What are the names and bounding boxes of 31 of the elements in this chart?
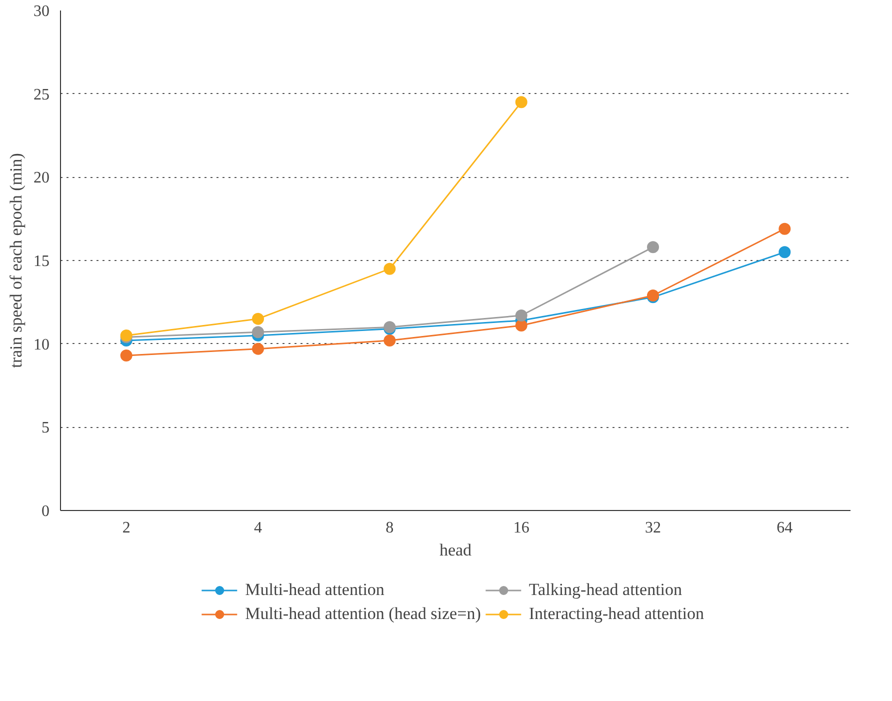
legend-label: Talking-head attention bbox=[528, 580, 684, 600]
point bbox=[384, 334, 396, 346]
point bbox=[647, 241, 659, 254]
x-tick-label: 2 bbox=[122, 520, 130, 536]
x-tick-label: 64 bbox=[776, 520, 793, 536]
point bbox=[252, 342, 264, 355]
y-tick-label: 15 bbox=[34, 253, 50, 270]
y-tick-label: 0 bbox=[42, 503, 50, 520]
point bbox=[515, 310, 528, 322]
x-tick-label: 8 bbox=[386, 520, 394, 536]
point bbox=[778, 246, 791, 258]
y-tick-label: 5 bbox=[42, 420, 50, 437]
x-tick-label: 16 bbox=[513, 520, 530, 536]
y-axis-title: train speed of each epoch (min) bbox=[6, 153, 26, 368]
x-tick-label: 32 bbox=[645, 520, 661, 536]
x-axis-title: head bbox=[439, 540, 472, 560]
point bbox=[252, 312, 264, 325]
point bbox=[120, 350, 132, 362]
point bbox=[515, 320, 528, 332]
legend-label: Interacting-head attention bbox=[528, 604, 705, 624]
y-tick-label: 30 bbox=[34, 3, 50, 20]
point bbox=[515, 96, 528, 108]
x-tick-label: 4 bbox=[254, 520, 262, 536]
point bbox=[252, 326, 264, 338]
legend-label: Multi-head attention bbox=[245, 580, 386, 600]
point bbox=[384, 262, 396, 275]
y-tick-label: 20 bbox=[34, 170, 50, 187]
legend-label: Multi-head attention (head size=n) bbox=[245, 604, 481, 624]
point bbox=[778, 222, 791, 235]
y-tick-label: 10 bbox=[34, 336, 50, 354]
y-tick-label: 25 bbox=[34, 86, 50, 104]
